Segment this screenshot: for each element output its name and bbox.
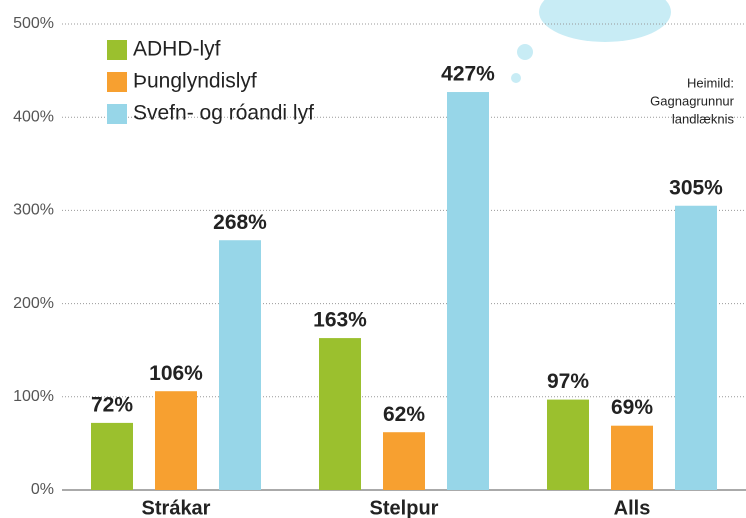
legend-swatch: [107, 40, 127, 60]
value-label: 268%: [213, 211, 267, 234]
bar: [675, 206, 717, 490]
bar: [611, 426, 653, 490]
value-label: 163%: [313, 309, 367, 332]
y-tick-label: 100%: [13, 388, 54, 405]
bar: [319, 338, 361, 490]
y-tick-label: 200%: [13, 295, 54, 312]
source-note: Heimild:: [687, 75, 734, 90]
y-tick-label: 300%: [13, 202, 54, 219]
legend-label: ADHD-lyf: [133, 38, 221, 61]
chart: 0% 100% 200% 300% 400% 500% Heimild: Gagnagrunn…: [0, 0, 746, 518]
x-tick-label: Alls: [614, 497, 651, 518]
y-tick-label: 500%: [13, 15, 54, 32]
value-label: 305%: [669, 176, 723, 199]
legend-label: Svefn- og róandi lyf: [133, 102, 314, 125]
cloud-bubble: [511, 73, 521, 83]
value-label: 427%: [441, 63, 495, 86]
cloud: [539, 0, 671, 42]
bar: [219, 240, 261, 490]
bar: [383, 432, 425, 490]
legend-swatch: [107, 72, 127, 92]
y-tick-label: 0%: [31, 481, 54, 498]
source-note: Gagnagrunnur: [650, 93, 735, 108]
value-label: 72%: [91, 393, 133, 416]
x-tick-label: Stelpur: [370, 497, 439, 518]
cloud-bubble: [517, 44, 533, 60]
value-label: 62%: [383, 403, 425, 426]
x-tick-label: Strákar: [142, 497, 211, 518]
bar: [547, 400, 589, 490]
y-tick-label: 400%: [13, 108, 54, 125]
cloud-illustration: [511, 0, 671, 83]
bar: [447, 92, 489, 490]
legend-swatch: [107, 104, 127, 124]
value-label: 106%: [149, 362, 203, 385]
value-label: 69%: [611, 396, 653, 419]
value-label: 97%: [547, 370, 589, 393]
bar: [155, 391, 197, 490]
legend-label: Þunglyndislyf: [133, 70, 257, 93]
bar: [91, 423, 133, 490]
source-note: landlæknis: [672, 111, 735, 126]
